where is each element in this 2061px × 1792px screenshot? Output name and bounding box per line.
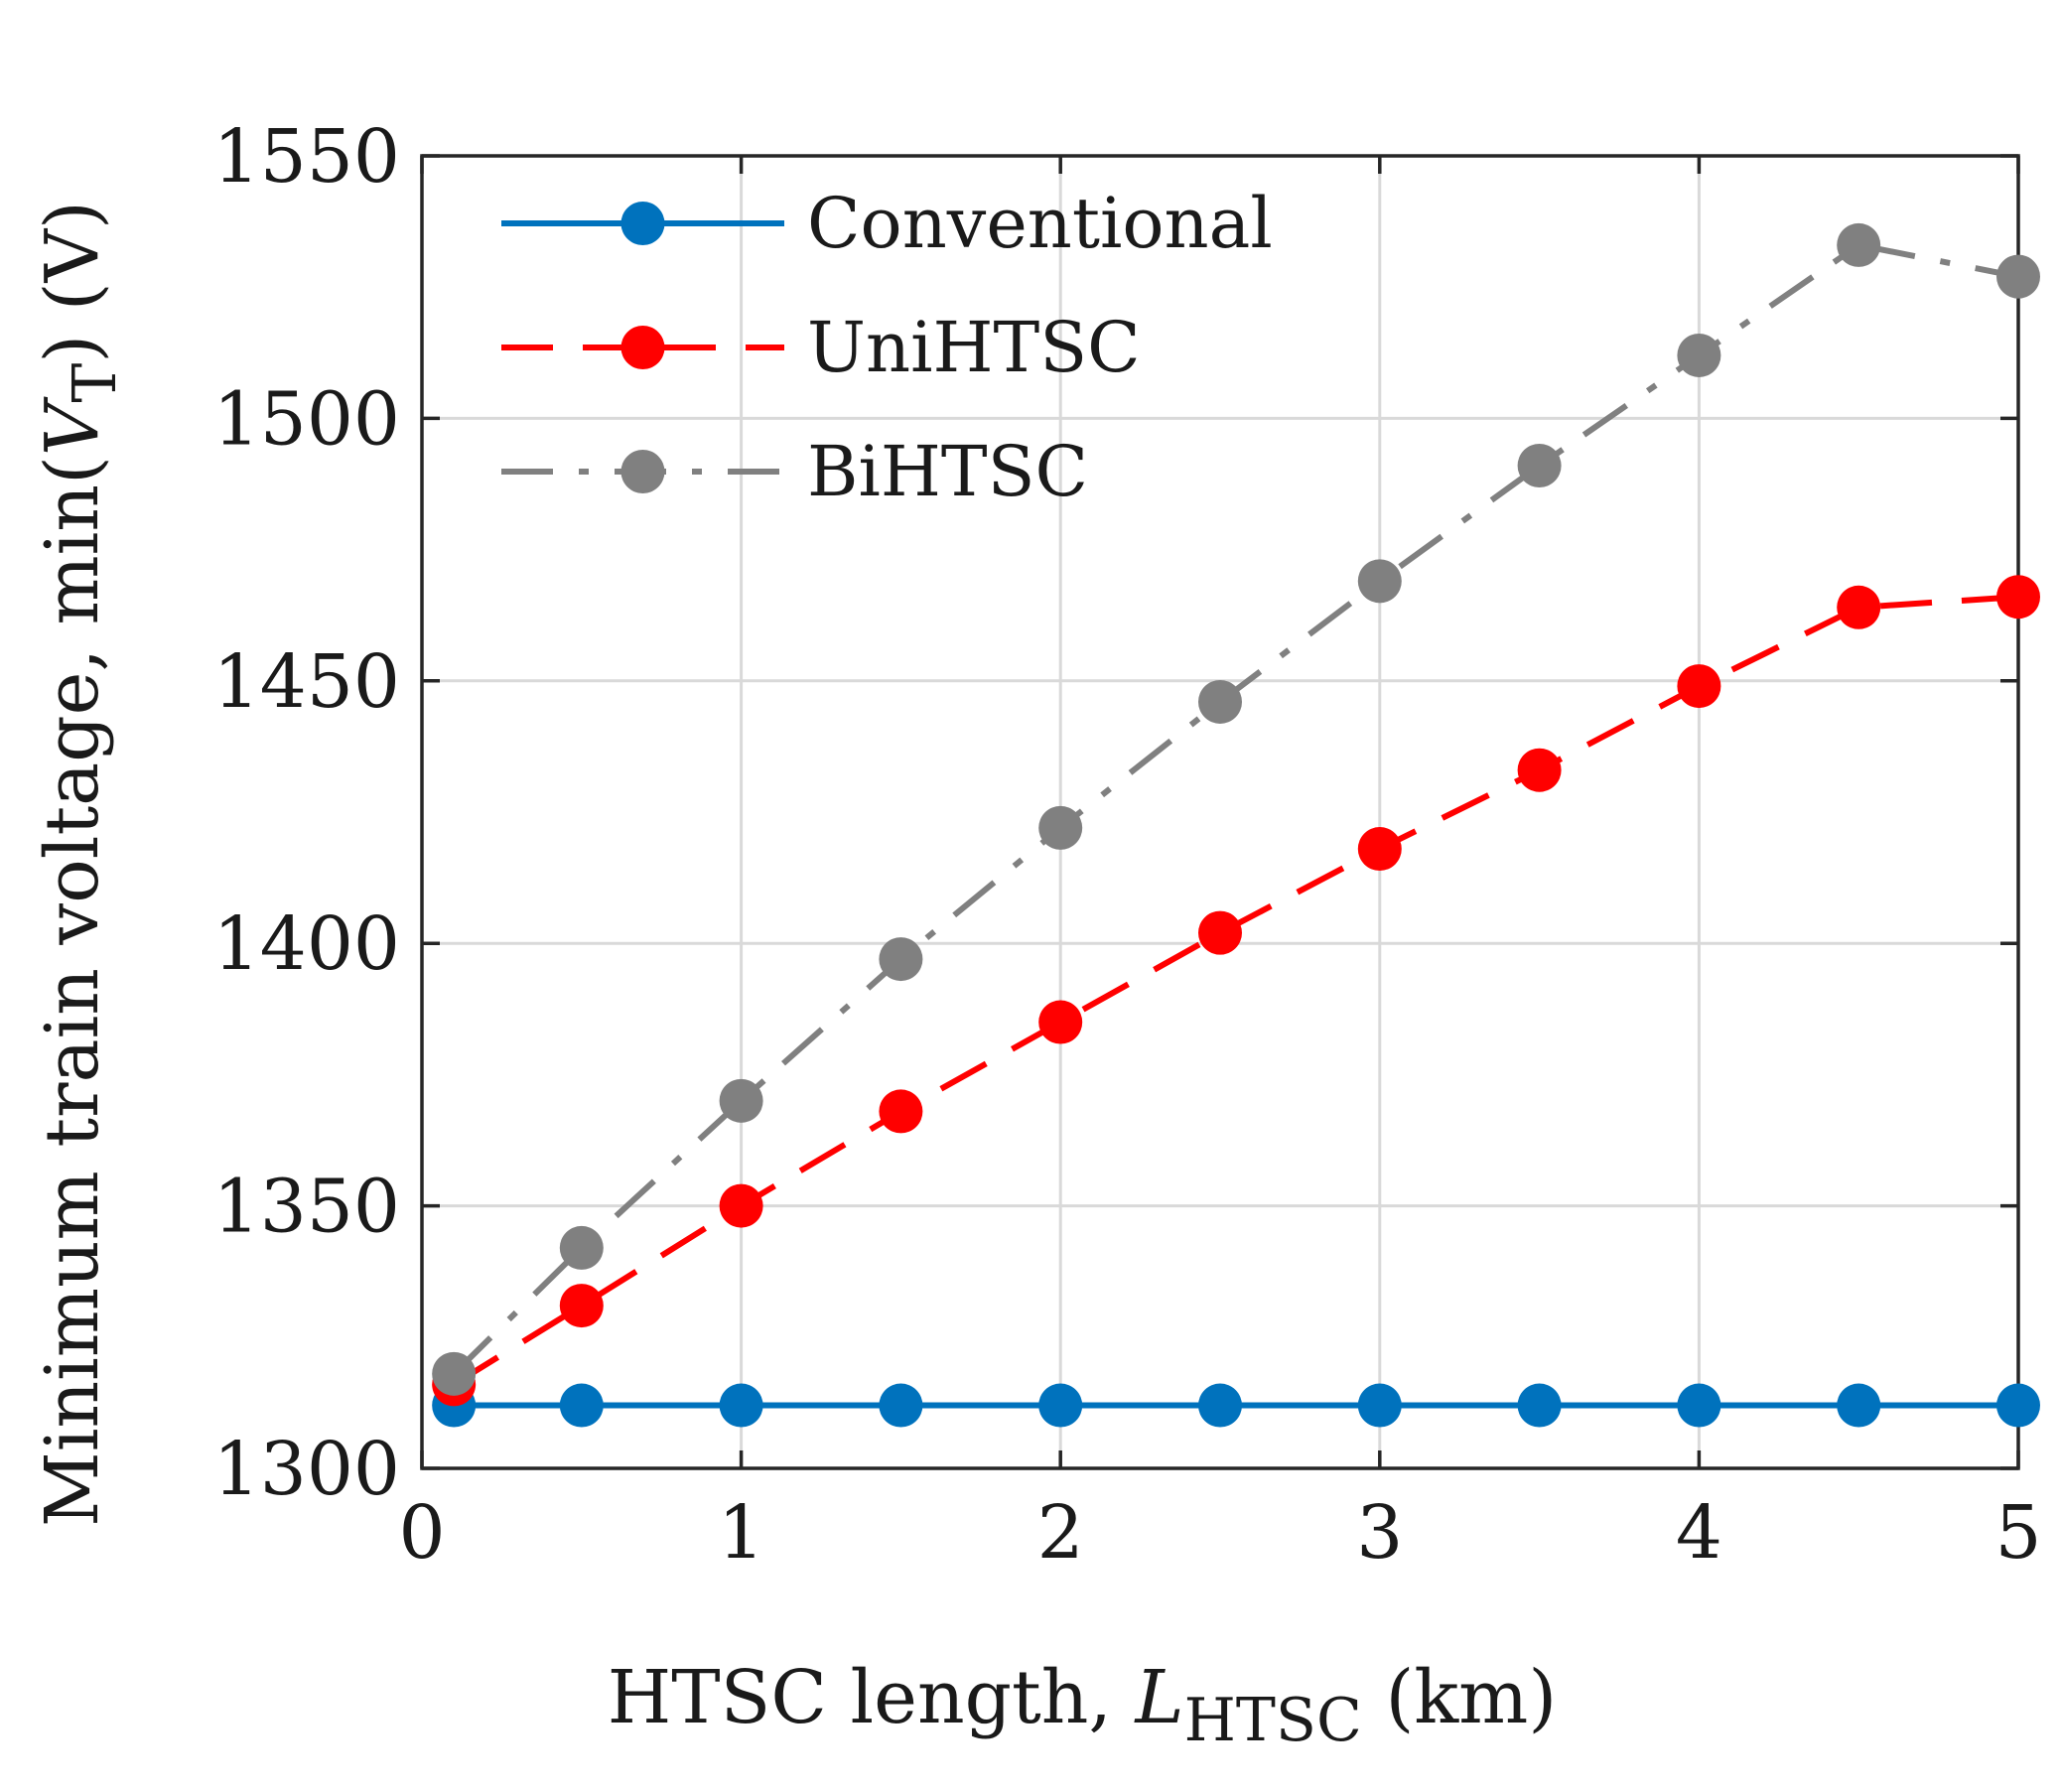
x-axis-title-main: HTSC length, [608,1655,1136,1740]
data-point-unihtsc [559,1284,604,1328]
series-bihtsc [432,222,2040,1396]
data-point-conventional [1837,1383,1881,1428]
x-axis-title-subscript: HTSC [1184,1686,1362,1755]
data-point-bihtsc [1038,805,1083,850]
data-point-conventional [719,1383,763,1428]
series-layer [432,222,2040,1428]
data-point-bihtsc [879,937,923,982]
y-axis-title-main: Minimum train voltage, min( [30,456,115,1527]
series-unihtsc [432,575,2040,1407]
legend: Conventional UniHTSC BiHTSC [501,183,1273,512]
legend-item-bihtsc: BiHTSC [501,431,1088,512]
y-axis-title-variable: V [30,396,115,456]
x-axis-title-variable: L [1133,1655,1183,1740]
legend-item-conventional: Conventional [501,183,1273,264]
data-point-unihtsc [1198,910,1242,955]
y-tick-label: 1450 [213,639,400,725]
data-point-unihtsc [1677,664,1721,709]
data-point-unihtsc [1038,1000,1083,1044]
y-tick-label: 1300 [213,1427,400,1512]
y-tick-label: 1400 [213,901,400,987]
x-tick-label: 3 [1356,1490,1403,1576]
series-line-unihtsc [452,594,2019,1387]
x-axis-title: HTSC length, LHTSC (km) [608,1655,1557,1755]
data-point-bihtsc [1837,222,1881,267]
data-point-unihtsc [719,1183,763,1228]
axes [420,154,2020,1470]
x-tick-label: 5 [1994,1490,2041,1576]
data-point-bihtsc [559,1225,604,1270]
data-point-bihtsc [1996,254,2040,299]
legend-label-conventional: Conventional [807,183,1273,264]
y-axis-title-unit: ) (V) [30,201,115,363]
legend-item-unihtsc: UniHTSC [501,307,1141,388]
data-point-conventional [1198,1383,1242,1428]
y-axis-title: Minimum train voltage, min(VT) (V) [30,201,130,1527]
data-point-conventional [879,1383,923,1428]
tick-labels: 0 1 2 3 4 5 1300 1350 1400 1450 1500 1550 [213,114,2042,1576]
data-point-bihtsc [1517,443,1562,487]
data-point-bihtsc [1357,559,1402,604]
data-point-conventional [1357,1383,1402,1428]
x-tick-label: 2 [1037,1490,1084,1576]
data-point-unihtsc [1996,575,2040,620]
x-tick-label: 1 [718,1490,764,1576]
legend-label-unihtsc: UniHTSC [807,307,1141,388]
y-tick-label: 1550 [213,114,400,200]
y-tick-label: 1500 [213,376,400,462]
legend-marker-unihtsc [620,326,665,369]
data-point-bihtsc [719,1078,763,1123]
data-point-bihtsc [432,1351,477,1396]
data-point-conventional [1038,1383,1083,1428]
data-point-bihtsc [1677,333,1721,377]
data-point-unihtsc [1357,827,1402,872]
series-conventional [432,1383,2040,1428]
plot-frame [420,154,2020,1470]
data-point-unihtsc [1517,748,1562,792]
x-tick-label: 0 [398,1490,445,1576]
x-tick-label: 4 [1676,1490,1722,1576]
data-point-conventional [1517,1383,1562,1428]
x-axis-title-unit: (km) [1362,1655,1557,1740]
legend-marker-conventional [620,202,665,245]
data-point-bihtsc [1198,679,1242,724]
data-point-unihtsc [879,1089,923,1134]
legend-marker-bihtsc [620,450,665,493]
data-point-conventional [559,1383,604,1428]
data-point-unihtsc [1837,585,1881,629]
data-point-conventional [1996,1383,2040,1428]
data-point-conventional [1677,1383,1721,1428]
y-tick-label: 1350 [213,1165,400,1250]
y-axis-title-subscript: T [61,363,130,403]
legend-label-bihtsc: BiHTSC [807,431,1088,512]
